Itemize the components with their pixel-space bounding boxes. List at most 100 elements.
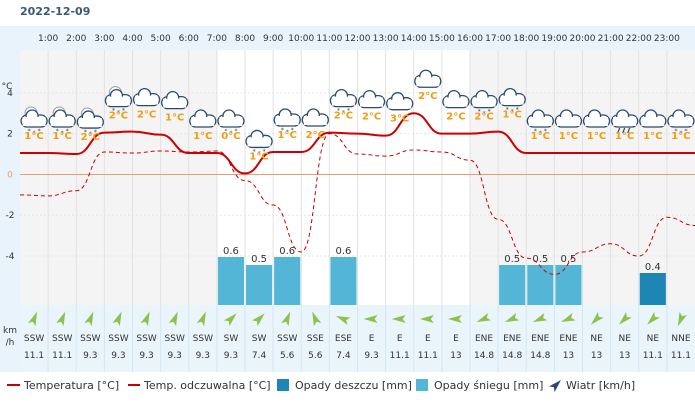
hour-header bbox=[0, 26, 695, 50]
temp-label: 1°C bbox=[249, 151, 268, 162]
wind-direction-label: E bbox=[369, 334, 375, 344]
snowflake-icon: * bbox=[488, 109, 491, 116]
wind-arrow-shape bbox=[647, 311, 660, 325]
forecast-date: 2022-12-09 bbox=[20, 5, 91, 18]
precip-bar bbox=[274, 257, 301, 305]
hour-label: 2:00 bbox=[66, 34, 86, 44]
cloud-fill bbox=[219, 117, 243, 127]
snowflake-icon: * bbox=[117, 110, 120, 117]
precip-value-label: 0.4 bbox=[645, 262, 661, 273]
snowflake-icon: * bbox=[347, 108, 350, 115]
wind-direction-label: SW bbox=[224, 334, 239, 344]
wind-arrow-icon bbox=[281, 311, 291, 327]
plot-column bbox=[357, 50, 386, 305]
snowflake-icon: * bbox=[286, 129, 289, 136]
wind-arrow-shape bbox=[336, 315, 351, 325]
wind-direction-label: SSW bbox=[52, 334, 72, 344]
wind-arrow-shape bbox=[590, 311, 604, 325]
precip-bar bbox=[527, 265, 554, 305]
wind-arrow-shape bbox=[532, 313, 548, 323]
cloud-snow-icon: * * * bbox=[470, 89, 498, 118]
plot-column bbox=[160, 50, 189, 305]
wind-speed-label: 9.3 bbox=[364, 351, 378, 361]
temp-label: 2°C bbox=[334, 111, 353, 122]
temp-label: 1°C bbox=[587, 131, 606, 142]
temp-label: 3°C bbox=[390, 114, 409, 125]
wind-speed-label: 5.6 bbox=[280, 351, 295, 361]
precip-value-label: 0.6 bbox=[279, 246, 295, 257]
cloud-icon bbox=[132, 87, 161, 107]
precip-value-label: 0.5 bbox=[251, 254, 267, 265]
plot-column bbox=[610, 50, 639, 305]
wind-arrow-icon bbox=[447, 315, 462, 323]
precip-value-label: 0.5 bbox=[504, 254, 520, 265]
wind-speed-label: 7.4 bbox=[336, 351, 351, 361]
snowflake-icon: * bbox=[534, 128, 537, 135]
wind-direction-label: NNE bbox=[671, 334, 690, 344]
wind-direction-label: ENE bbox=[559, 334, 577, 344]
temp-tick-label: -4 bbox=[6, 252, 15, 262]
snowflake-icon: * bbox=[483, 111, 486, 118]
legend-bg bbox=[0, 372, 695, 408]
snowflake-icon: * bbox=[539, 130, 542, 137]
snowflake-icon: * bbox=[506, 107, 509, 114]
wind-arrow-shape bbox=[223, 313, 237, 327]
wind-direction-label: ENE bbox=[503, 334, 521, 344]
precip-bar bbox=[555, 265, 582, 305]
cloud-icon bbox=[357, 89, 386, 109]
feels-like-line bbox=[19, 133, 695, 275]
cloud-fill bbox=[556, 117, 580, 127]
wind-speed-label: 13 bbox=[591, 351, 602, 361]
plot-column bbox=[385, 50, 414, 305]
temp-tick-label: 0 bbox=[7, 170, 13, 180]
precip-bar bbox=[499, 265, 526, 305]
wind-axis-label: km bbox=[3, 326, 17, 336]
cloud-fill bbox=[78, 118, 102, 128]
temp-label: 0°C bbox=[221, 131, 240, 142]
hour-label: 11:00 bbox=[316, 34, 342, 44]
precip-bar bbox=[639, 273, 666, 305]
cloud-snow-icon: * * * bbox=[526, 109, 554, 137]
wind-direction-label: NE bbox=[618, 334, 631, 344]
hour-label: 19:00 bbox=[541, 34, 567, 44]
plot-column bbox=[48, 50, 77, 305]
wind-direction-label: SSE bbox=[307, 334, 324, 344]
wind-direction-label: ENE bbox=[531, 334, 549, 344]
plot-column bbox=[413, 50, 442, 305]
cloud-fill bbox=[360, 97, 384, 107]
temp-label: 2°C bbox=[446, 112, 465, 123]
wind-direction-label: SW bbox=[252, 334, 267, 344]
temp-label: 1°C bbox=[615, 131, 634, 142]
hour-label: 5:00 bbox=[151, 34, 171, 44]
cloud-fill bbox=[416, 77, 440, 87]
wind-arrow-icon bbox=[504, 313, 520, 323]
cloud-fill bbox=[585, 117, 609, 127]
wind-direction-label: SSW bbox=[24, 334, 44, 344]
hour-label: 15:00 bbox=[429, 34, 455, 44]
wind-speed-label: 9.3 bbox=[196, 351, 210, 361]
snowflake-icon: * bbox=[478, 109, 481, 116]
wind-arrow-shape bbox=[56, 311, 66, 327]
wind-arrow-shape bbox=[476, 313, 492, 323]
snowflake-icon: * bbox=[544, 128, 547, 135]
cloud-fill bbox=[191, 117, 215, 127]
temp-label: 2°C bbox=[137, 110, 156, 121]
temp-label: 2°C bbox=[109, 111, 128, 122]
cloud-fill bbox=[135, 95, 159, 105]
wind-arrow-icon bbox=[168, 311, 178, 327]
temp-label: 1°C bbox=[193, 131, 212, 142]
snowflake-icon: * bbox=[342, 110, 345, 117]
snowflake-icon: * bbox=[229, 130, 232, 137]
cloud-fill bbox=[500, 95, 524, 105]
wind-arrow-shape bbox=[196, 311, 206, 327]
wind-speed-label: 14.8 bbox=[502, 351, 522, 361]
wind-speed-label: 13 bbox=[619, 351, 630, 361]
wind-arrow-icon bbox=[196, 311, 206, 327]
cloud-icon bbox=[189, 109, 217, 128]
wind-arrow-icon bbox=[532, 313, 548, 323]
hour-label: 9:00 bbox=[263, 34, 283, 44]
cloud-fill bbox=[22, 117, 46, 127]
wind-arrow-shape bbox=[168, 311, 178, 327]
cloud-fill bbox=[275, 116, 299, 125]
wind-speed-label: 13 bbox=[563, 351, 574, 361]
